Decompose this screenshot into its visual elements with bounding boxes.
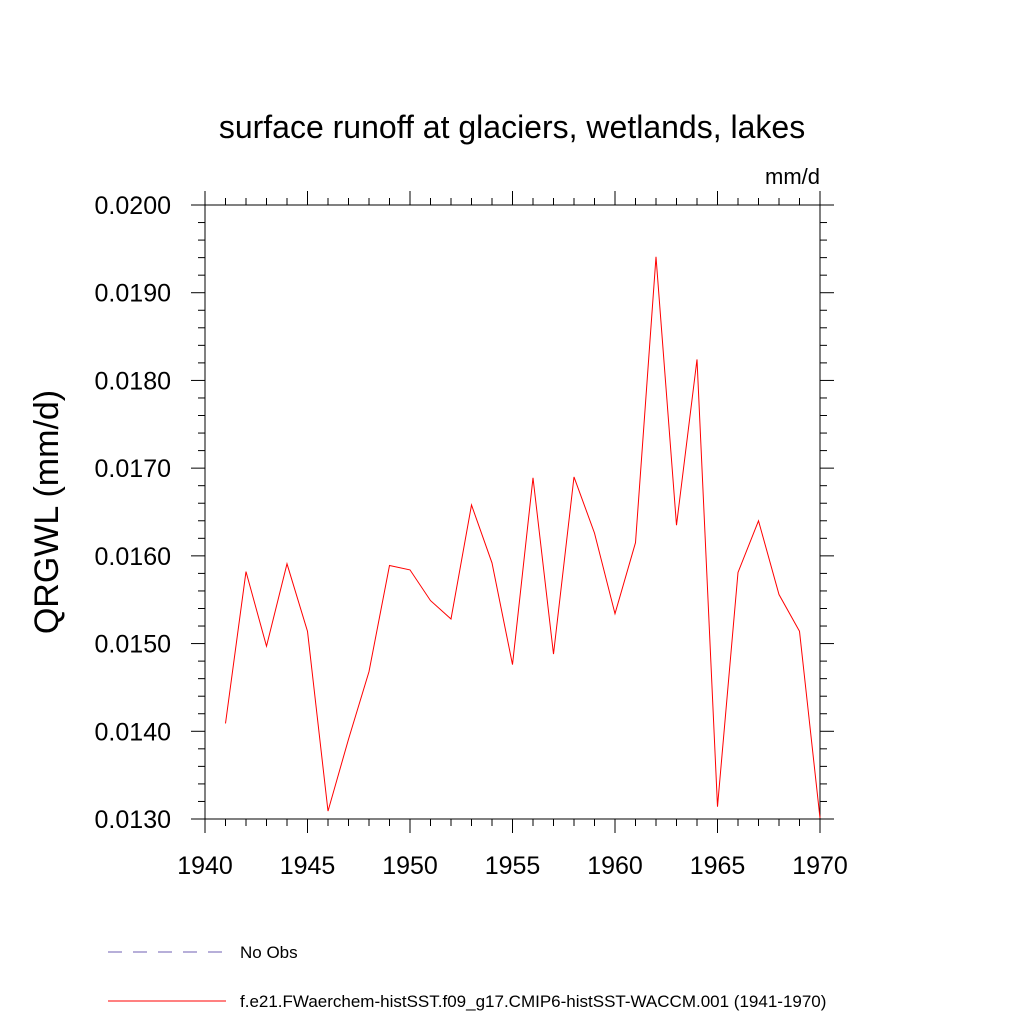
- chart-title: surface runoff at glaciers, wetlands, la…: [219, 109, 805, 145]
- y-tick-label: 0.0200: [95, 192, 171, 220]
- legend-label-no-obs: No Obs: [240, 943, 298, 962]
- series-line: [225, 256, 821, 819]
- y-tick-label: 0.0180: [95, 367, 171, 395]
- y-axis-label: QRGWL (mm/d): [28, 390, 66, 634]
- x-tick-label: 1940: [177, 852, 233, 880]
- x-axis: 1940 1945 1950 1955 1960 1965 1970: [177, 191, 848, 880]
- legend-label-model-run: f.e21.FWaerchem-histSST.f09_g17.CMIP6-hi…: [240, 992, 826, 1011]
- y-tick-label: 0.0190: [95, 280, 171, 308]
- y-tick-label: 0.0130: [95, 806, 171, 834]
- x-tick-label: 1960: [587, 852, 643, 880]
- series-layer: [225, 256, 821, 819]
- x-tick-label: 1945: [280, 852, 336, 880]
- plot-frame: [204, 204, 821, 820]
- x-tick-label: 1970: [792, 852, 848, 880]
- y-tick-label: 0.0170: [95, 455, 171, 483]
- x-tick-label: 1950: [382, 852, 438, 880]
- y-tick-label: 0.0160: [95, 543, 171, 571]
- y-axis: 0.0130 0.0140 0.0150 0.0160 0.0170 0.0180 0.01…: [95, 192, 834, 834]
- y-tick-label: 0.0140: [95, 718, 171, 746]
- units-label: mm/d: [765, 164, 820, 189]
- x-tick-label: 1965: [690, 852, 746, 880]
- x-tick-label: 1955: [485, 852, 541, 880]
- legend: No Obs f.e21.FWaerchem-histSST.f09_g17.C…: [108, 943, 826, 1011]
- y-tick-label: 0.0150: [95, 631, 171, 659]
